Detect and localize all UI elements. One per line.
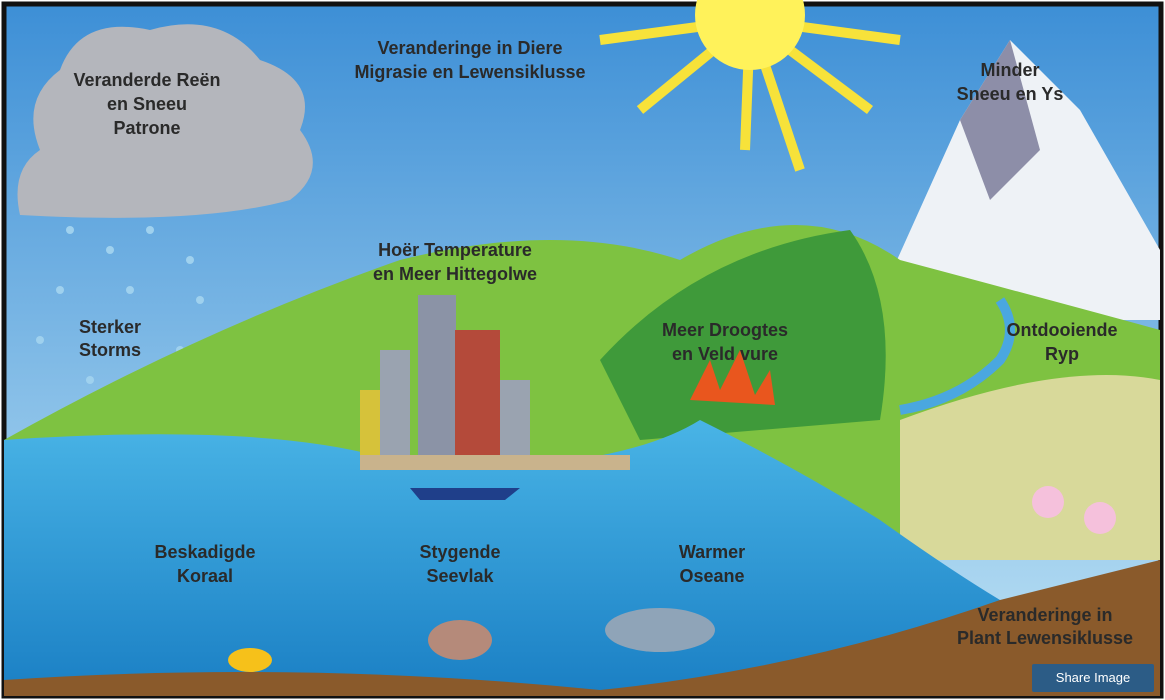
fish: [605, 608, 715, 652]
illustration: Veranderde Reënen SneeuPatrone Veranderi…: [0, 0, 1165, 700]
share-button[interactable]: Share Image: [1032, 664, 1154, 692]
ship: [410, 488, 520, 500]
frame: Veranderde Reënen SneeuPatrone Veranderi…: [0, 0, 1165, 700]
clam: [428, 620, 492, 660]
fish: [228, 648, 272, 672]
page: Veranderde Reënen SneeuPatrone Veranderi…: [0, 0, 1165, 700]
